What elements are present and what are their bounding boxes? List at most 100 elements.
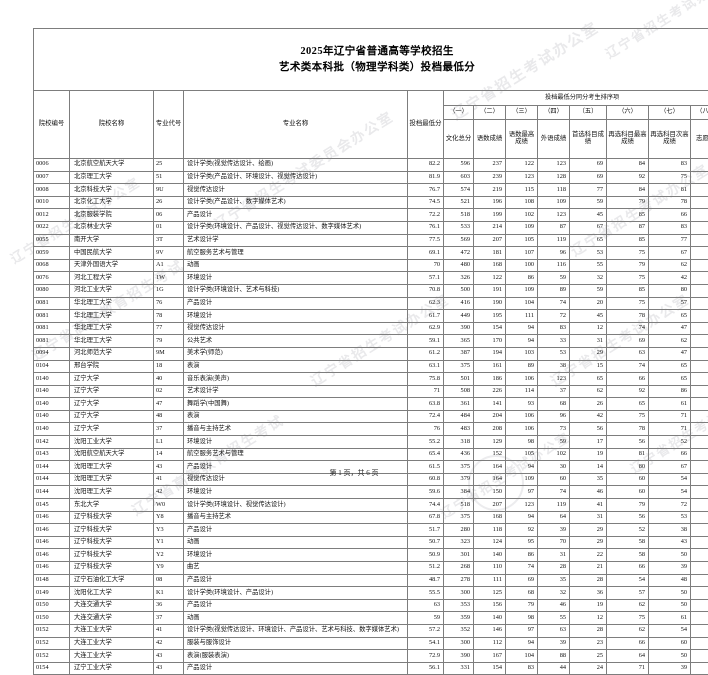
- row-school-code: 0081: [34, 310, 70, 323]
- row-chinese-math: 167: [474, 650, 506, 663]
- row-school-code: 0104: [34, 360, 70, 373]
- row-min-score: 55.2: [408, 436, 444, 449]
- row-chinese-math: 199: [474, 209, 506, 222]
- row-preference-number: 13: [691, 549, 708, 562]
- row-primary-subject: 77: [570, 184, 607, 197]
- row-preference-number: 1: [691, 398, 708, 411]
- row-chinese-math: 118: [474, 524, 506, 537]
- table-row: 0150大连交通大学37动画5935914098551275613: [34, 612, 708, 625]
- row-chinese-math-high: 106: [506, 423, 538, 436]
- row-secondary-second: 53: [649, 511, 691, 524]
- row-min-score: 70: [408, 259, 444, 272]
- row-secondary-second: 43: [649, 536, 691, 549]
- row-secondary-second: 66: [649, 448, 691, 461]
- row-primary-subject: 65: [570, 234, 607, 247]
- row-major-code: 36: [154, 599, 184, 612]
- row-chinese-math-high: 89: [506, 360, 538, 373]
- header-secondary-subject-high: 再选科目最高成绩: [607, 120, 649, 159]
- row-preference-number: 42: [691, 272, 708, 285]
- row-foreign-language: 89: [538, 284, 570, 297]
- row-primary-subject: 17: [570, 436, 607, 449]
- row-preference-number: 6: [691, 234, 708, 247]
- title-row: 2025年辽宁省普通高等学校招生 艺术类本科批（物理学科类）投档最低分: [34, 29, 708, 91]
- row-preference-number: 2: [691, 373, 708, 386]
- row-school-name: 辽宁大学: [70, 410, 154, 423]
- row-major-name: 表演: [184, 360, 408, 373]
- row-school-name: 辽宁石油化工大学: [70, 574, 154, 587]
- row-secondary-second: 65: [649, 373, 691, 386]
- row-min-score: 77.5: [408, 234, 444, 247]
- row-major-name: 视觉传达设计: [184, 322, 408, 335]
- row-chinese-math: 112: [474, 637, 506, 650]
- row-major-name: 环境设计: [184, 310, 408, 323]
- row-foreign-language: 68: [538, 398, 570, 411]
- row-min-score: 67.8: [408, 511, 444, 524]
- row-secondary-high: 62: [607, 599, 649, 612]
- row-culture-total: 365: [444, 335, 474, 348]
- row-major-name: 产品设计: [184, 662, 408, 675]
- header-major-code: 专业代号: [154, 91, 184, 159]
- row-preference-number: 8: [691, 322, 708, 335]
- row-major-name: 设计学类(环境设计、产品设计): [184, 587, 408, 600]
- row-major-name: 设计学类(产品设计、数字媒体艺术): [184, 196, 408, 209]
- row-school-name: 河北工业大学: [70, 284, 154, 297]
- row-min-score: 70.8: [408, 284, 444, 297]
- row-min-score: 76.7: [408, 184, 444, 197]
- row-secondary-second: 81: [649, 184, 691, 197]
- row-major-code: 26: [154, 196, 184, 209]
- row-school-code: 0140: [34, 410, 70, 423]
- row-primary-subject: 65: [570, 373, 607, 386]
- row-school-code: 0080: [34, 284, 70, 297]
- row-preference-number: 1: [691, 247, 708, 260]
- row-primary-subject: 19: [570, 599, 607, 612]
- row-chinese-math-high: 109: [506, 221, 538, 234]
- row-preference-number: 2: [691, 159, 708, 172]
- row-chinese-math-high: 83: [506, 662, 538, 675]
- row-preference-number: 8: [691, 499, 708, 512]
- row-min-score: 71: [408, 385, 444, 398]
- row-major-name: 播音与主持艺术: [184, 423, 408, 436]
- row-primary-subject: 23: [570, 637, 607, 650]
- row-major-code: 01: [154, 221, 184, 234]
- row-culture-total: 518: [444, 209, 474, 222]
- row-major-code: 41: [154, 624, 184, 637]
- row-chinese-math: 125: [474, 587, 506, 600]
- row-chinese-math: 190: [474, 297, 506, 310]
- row-preference-number: 1: [691, 410, 708, 423]
- row-school-code: 0143: [34, 448, 70, 461]
- row-secondary-high: 56: [607, 511, 649, 524]
- row-secondary-high: 85: [607, 234, 649, 247]
- row-major-code: 43: [154, 662, 184, 675]
- row-major-name: 美术学(师范): [184, 347, 408, 360]
- row-school-code: 0008: [34, 184, 70, 197]
- row-primary-subject: 42: [570, 410, 607, 423]
- row-chinese-math-high: 95: [506, 536, 538, 549]
- row-chinese-math: 195: [474, 310, 506, 323]
- row-culture-total: 500: [444, 284, 474, 297]
- row-culture-total: 480: [444, 259, 474, 272]
- row-school-code: 0152: [34, 637, 70, 650]
- header-school-code: 院校编号: [34, 91, 70, 159]
- row-chinese-math-high: 115: [506, 184, 538, 197]
- row-min-score: 72.2: [408, 209, 444, 222]
- row-foreign-language: 96: [538, 410, 570, 423]
- row-culture-total: 449: [444, 310, 474, 323]
- row-foreign-language: 87: [538, 221, 570, 234]
- row-secondary-high: 74: [607, 322, 649, 335]
- row-school-name: 沈阳工业大学: [70, 436, 154, 449]
- row-secondary-high: 58: [607, 549, 649, 562]
- row-school-name: 沈阳化工大学: [70, 587, 154, 600]
- row-min-score: 50.9: [408, 549, 444, 562]
- row-major-code: Y2: [154, 549, 184, 562]
- row-major-name: 表演(服装表演): [184, 650, 408, 663]
- row-school-name: 天津外国语大学: [70, 259, 154, 272]
- row-major-code: 9U: [154, 184, 184, 197]
- row-min-score: 61.7: [408, 310, 444, 323]
- row-culture-total: 390: [444, 322, 474, 335]
